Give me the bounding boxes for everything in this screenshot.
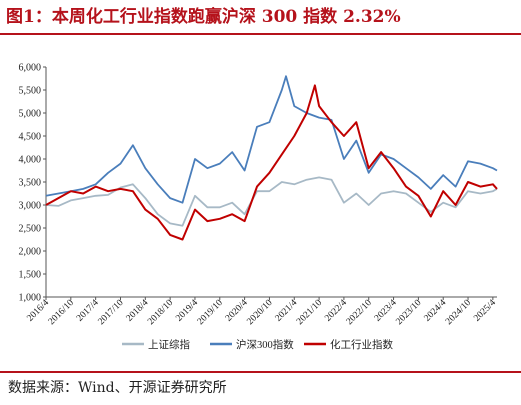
x-tick-label: 2019/10	[196, 298, 225, 327]
legend-label-1: 上证综指	[148, 338, 190, 351]
x-tick-label: 2022/10	[345, 298, 374, 327]
y-tick-label: 1,500	[19, 270, 42, 281]
x-tick-label: 2018/10	[146, 298, 175, 327]
y-tick-label: 2,500	[19, 224, 42, 235]
y-tick-label: 5,500	[19, 86, 42, 97]
y-tick-label: 5,000	[19, 109, 42, 120]
x-tick-label: 2023/10	[394, 298, 423, 327]
legend-label-2: 沪深300指数	[236, 338, 294, 351]
x-tick-label: 2025/4	[472, 298, 498, 324]
title-rule	[0, 33, 521, 35]
x-tick-label: 2017/10	[97, 298, 126, 327]
x-tick-label: 2021/10	[295, 298, 324, 327]
y-tick-label: 3,000	[19, 201, 42, 212]
line-chart: 1,000 1,500 2,000 2,500 3,000 3,500 4,000 4,500…	[19, 63, 499, 352]
y-tick-label: 2,000	[19, 247, 42, 258]
chart-legend: 上证综指 沪深300指数 化工行业指数	[122, 338, 393, 351]
y-tick-label: 6,000	[19, 63, 42, 74]
chart-plot-area	[45, 75, 498, 241]
y-tick-label: 4,500	[19, 132, 42, 143]
x-tick-label: 2016/10	[47, 298, 76, 327]
figure-title: 图1：本周化工行业指数跑赢沪深 300 指数 2.32%	[6, 7, 401, 27]
footer-rule	[0, 371, 521, 373]
y-tick-label: 4,000	[19, 155, 42, 166]
series-line-1	[45, 176, 498, 227]
series-line-2	[45, 75, 498, 204]
chart-axes: 1,000 1,500 2,000 2,500 3,000 3,500 4,000 4,500…	[19, 63, 499, 328]
source-note: 数据来源：Wind、开源证券研究所	[8, 380, 227, 396]
legend-label-3: 化工行业指数	[330, 338, 393, 351]
x-tick-label: 2020/10	[245, 298, 274, 327]
x-tick-label: 2024/10	[444, 298, 473, 327]
series-line-3	[45, 84, 498, 241]
y-tick-label: 3,500	[19, 178, 42, 189]
y-tick-label: 1,000	[19, 293, 42, 304]
